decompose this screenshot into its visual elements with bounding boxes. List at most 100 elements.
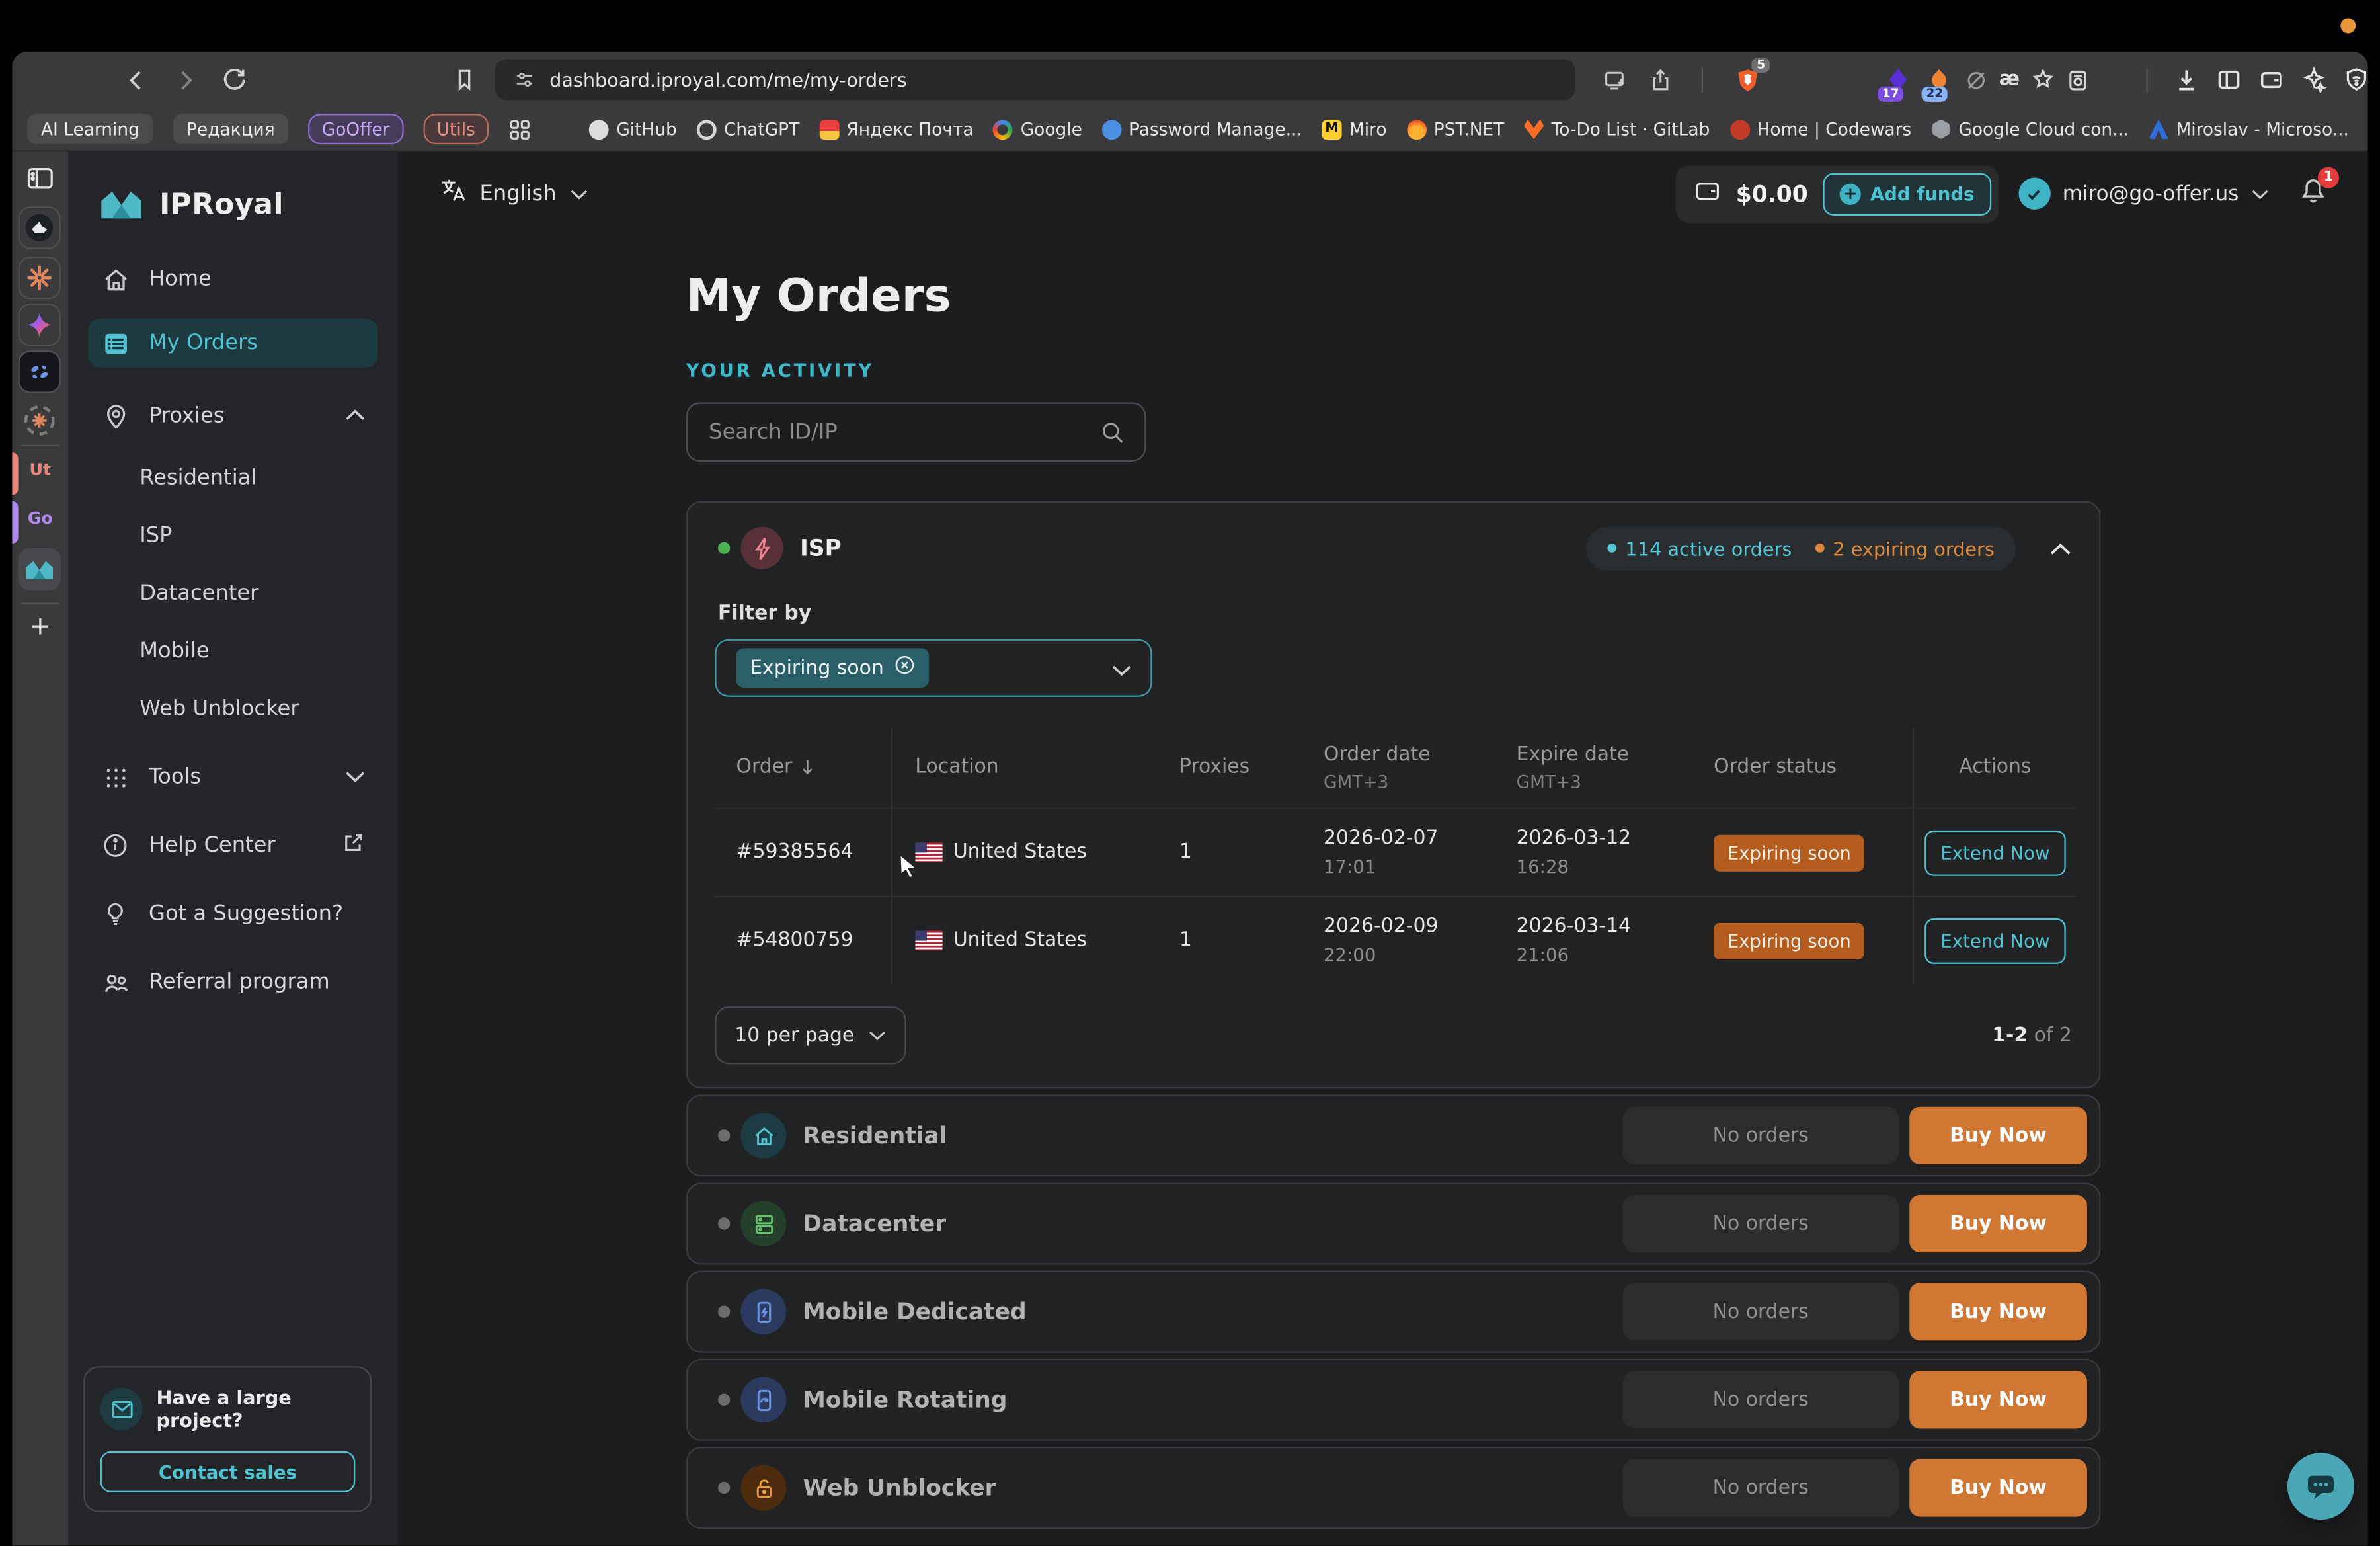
bookmark-item[interactable]: PST.NET	[1406, 118, 1504, 140]
filter-chip-expiring-soon[interactable]: Expiring soon	[736, 648, 930, 688]
product-card-web-unblocker[interactable]: Web Unblocker No orders Buy Now	[686, 1446, 2101, 1529]
buy-now-button[interactable]: Buy Now	[1909, 1459, 2087, 1517]
extension-icon-2[interactable]: 22	[1921, 63, 1954, 101]
new-tab-plus-icon[interactable]: +	[29, 612, 52, 643]
buy-now-button[interactable]: Buy Now	[1909, 1194, 2087, 1253]
order-proxies: 1	[1179, 929, 1192, 952]
sidebar-subitem-web-unblocker[interactable]: Web Unblocker	[139, 696, 299, 721]
us-flag-icon	[915, 842, 943, 863]
balance-amount: $0.00	[1735, 180, 1808, 208]
bookmark-label: To-Do List · GitLab	[1551, 118, 1710, 140]
language-selector[interactable]: English	[439, 176, 588, 211]
remove-filter-x-icon[interactable]	[894, 655, 916, 682]
expiring-orders-count: 2 expiring orders	[1833, 536, 1995, 560]
bookmark-item[interactable]: Яндекс Почта	[819, 118, 974, 140]
pinned-tab-gemini[interactable]	[18, 304, 61, 346]
isp-card-header[interactable]: ISP 114 active orders 2 expiring orders	[688, 503, 2099, 581]
bookmark-label: Google Cloud con...	[1958, 118, 2129, 140]
extend-now-button[interactable]: Extend Now	[1924, 829, 2067, 875]
bookmark-item[interactable]: Home | Codewars	[1729, 118, 1911, 140]
order-id[interactable]: #54800759	[713, 897, 892, 984]
bookmark-folder[interactable]: Utils	[423, 114, 489, 145]
bookmark-item[interactable]: Google Cloud con...	[1931, 118, 2129, 140]
bookmark-item[interactable]: Miroslav - Microso...	[2149, 118, 2349, 140]
sidebar-subitem-isp[interactable]: ISP	[139, 524, 173, 548]
leo-ai-sparkle-icon[interactable]	[2301, 67, 2327, 93]
no-orders-pill: No orders	[1622, 1283, 1899, 1341]
bookmark-item[interactable]: ChatGPT	[696, 118, 799, 140]
extension-ae-icon[interactable]: æ	[1999, 68, 2020, 91]
product-card-residential[interactable]: Residential No orders Buy Now	[686, 1094, 2101, 1177]
sidebar-item-tools[interactable]: Tools	[88, 753, 378, 801]
reload-icon[interactable]	[221, 67, 247, 93]
extension-reader-icon[interactable]	[2065, 67, 2090, 92]
pinned-tab-dashed-circle[interactable]	[19, 399, 61, 442]
contact-sales-button[interactable]: Contact sales	[100, 1451, 356, 1492]
apps-grid-icon[interactable]	[508, 118, 531, 140]
chat-support-button[interactable]	[2287, 1453, 2354, 1520]
add-funds-button[interactable]: + Add funds	[1823, 172, 1991, 215]
account-menu[interactable]: miro@go-offer.us	[2018, 177, 2269, 210]
pinned-tab-dark-app[interactable]	[18, 350, 61, 393]
order-id[interactable]: #59385564	[713, 809, 892, 896]
url-bar[interactable]: dashboard.iproyal.com/me/my-orders	[495, 59, 1576, 101]
filter-select[interactable]: Expiring soon	[715, 639, 1152, 697]
tab-group-label-gooffer[interactable]: Go	[27, 509, 53, 528]
forward-icon[interactable]	[173, 67, 198, 92]
sidebar-item-home[interactable]: Home	[88, 255, 378, 304]
bookmark-icon[interactable]	[452, 67, 477, 93]
bookmark-folder[interactable]: GoOffer	[308, 114, 404, 145]
back-icon[interactable]	[124, 67, 149, 92]
extension-star-icon[interactable]	[2030, 67, 2055, 92]
sidebar-item-my-orders[interactable]: My Orders	[88, 319, 378, 368]
buy-now-button[interactable]: Buy Now	[1909, 1283, 2087, 1341]
filter-chip-label: Expiring soon	[750, 656, 884, 680]
col-order[interactable]: Order	[713, 727, 892, 808]
extension-eye-off-icon[interactable]	[1964, 67, 1989, 92]
active-tab-iproyal[interactable]	[18, 548, 61, 591]
bookmark-item[interactable]: Miro	[1322, 118, 1387, 140]
search-input[interactable]	[688, 403, 1145, 460]
sidebar-subitem-mobile[interactable]: Mobile	[139, 639, 210, 664]
share-icon[interactable]	[1648, 67, 1673, 93]
product-card-datacenter[interactable]: Datacenter No orders Buy Now	[686, 1182, 2101, 1265]
bookmark-item[interactable]: Google	[993, 118, 1082, 140]
send-to-device-icon[interactable]	[1603, 67, 1628, 93]
site-settings-icon[interactable]	[513, 68, 536, 91]
bookmark-item[interactable]: Password Manage...	[1101, 118, 1302, 140]
buy-now-button[interactable]: Buy Now	[1909, 1371, 2087, 1429]
shield-privacy-icon[interactable]	[2344, 67, 2368, 93]
sidebar-item-referral[interactable]: Referral program	[88, 958, 378, 1006]
url-text[interactable]: dashboard.iproyal.com/me/my-orders	[549, 68, 907, 91]
bookmark-folder[interactable]: Редакция	[173, 114, 289, 145]
wallet-icon[interactable]	[2258, 67, 2284, 93]
product-card-mobile-dedicated[interactable]: Mobile Dedicated No orders Buy Now	[686, 1270, 2101, 1353]
per-page-select[interactable]: 10 per page	[715, 1006, 906, 1065]
extension-icon-1[interactable]: 17	[1878, 63, 1913, 101]
sidebar-item-suggestion[interactable]: Got a Suggestion?	[88, 889, 378, 938]
bookmark-item[interactable]: GitHub	[588, 118, 677, 140]
download-icon[interactable]	[2174, 67, 2200, 93]
bookmark-folder[interactable]: AI Learning	[27, 114, 153, 145]
sidebar-item-proxies[interactable]: Proxies	[88, 391, 378, 440]
sidebar-subitem-datacenter[interactable]: Datacenter	[139, 581, 259, 606]
notifications-bell-icon[interactable]: 1	[2298, 166, 2339, 212]
buy-now-button[interactable]: Buy Now	[1909, 1106, 2087, 1164]
bookmark-label: Miro	[1349, 118, 1387, 140]
iproyal-logo[interactable]: IPRoyal	[99, 188, 397, 222]
extend-now-button[interactable]: Extend Now	[1924, 917, 2067, 963]
panel-toggle-icon[interactable]	[26, 165, 55, 191]
pinned-tab-boat[interactable]	[18, 206, 61, 249]
expiring-soon-badge: Expiring soon	[1714, 834, 1865, 871]
sidebar-subitem-residential[interactable]: Residential	[139, 466, 257, 491]
inactive-status-dot	[717, 1217, 731, 1230]
sidebar-item-help-center[interactable]: Help Center	[88, 821, 378, 870]
bookmark-label: Яндекс Почта	[846, 118, 974, 140]
sidebar-toggle-icon[interactable]	[2216, 67, 2242, 93]
collapse-chevron-up-icon[interactable]	[2049, 534, 2071, 563]
tab-group-label-utils[interactable]: Ut	[29, 460, 52, 480]
pinned-tab-starburst[interactable]	[18, 257, 61, 300]
brave-shield-icon[interactable]: 5	[1732, 57, 1770, 97]
bookmark-item[interactable]: To-Do List · GitLab	[1524, 118, 1710, 140]
product-card-mobile-rotating[interactable]: Mobile Rotating No orders Buy Now	[686, 1358, 2101, 1441]
